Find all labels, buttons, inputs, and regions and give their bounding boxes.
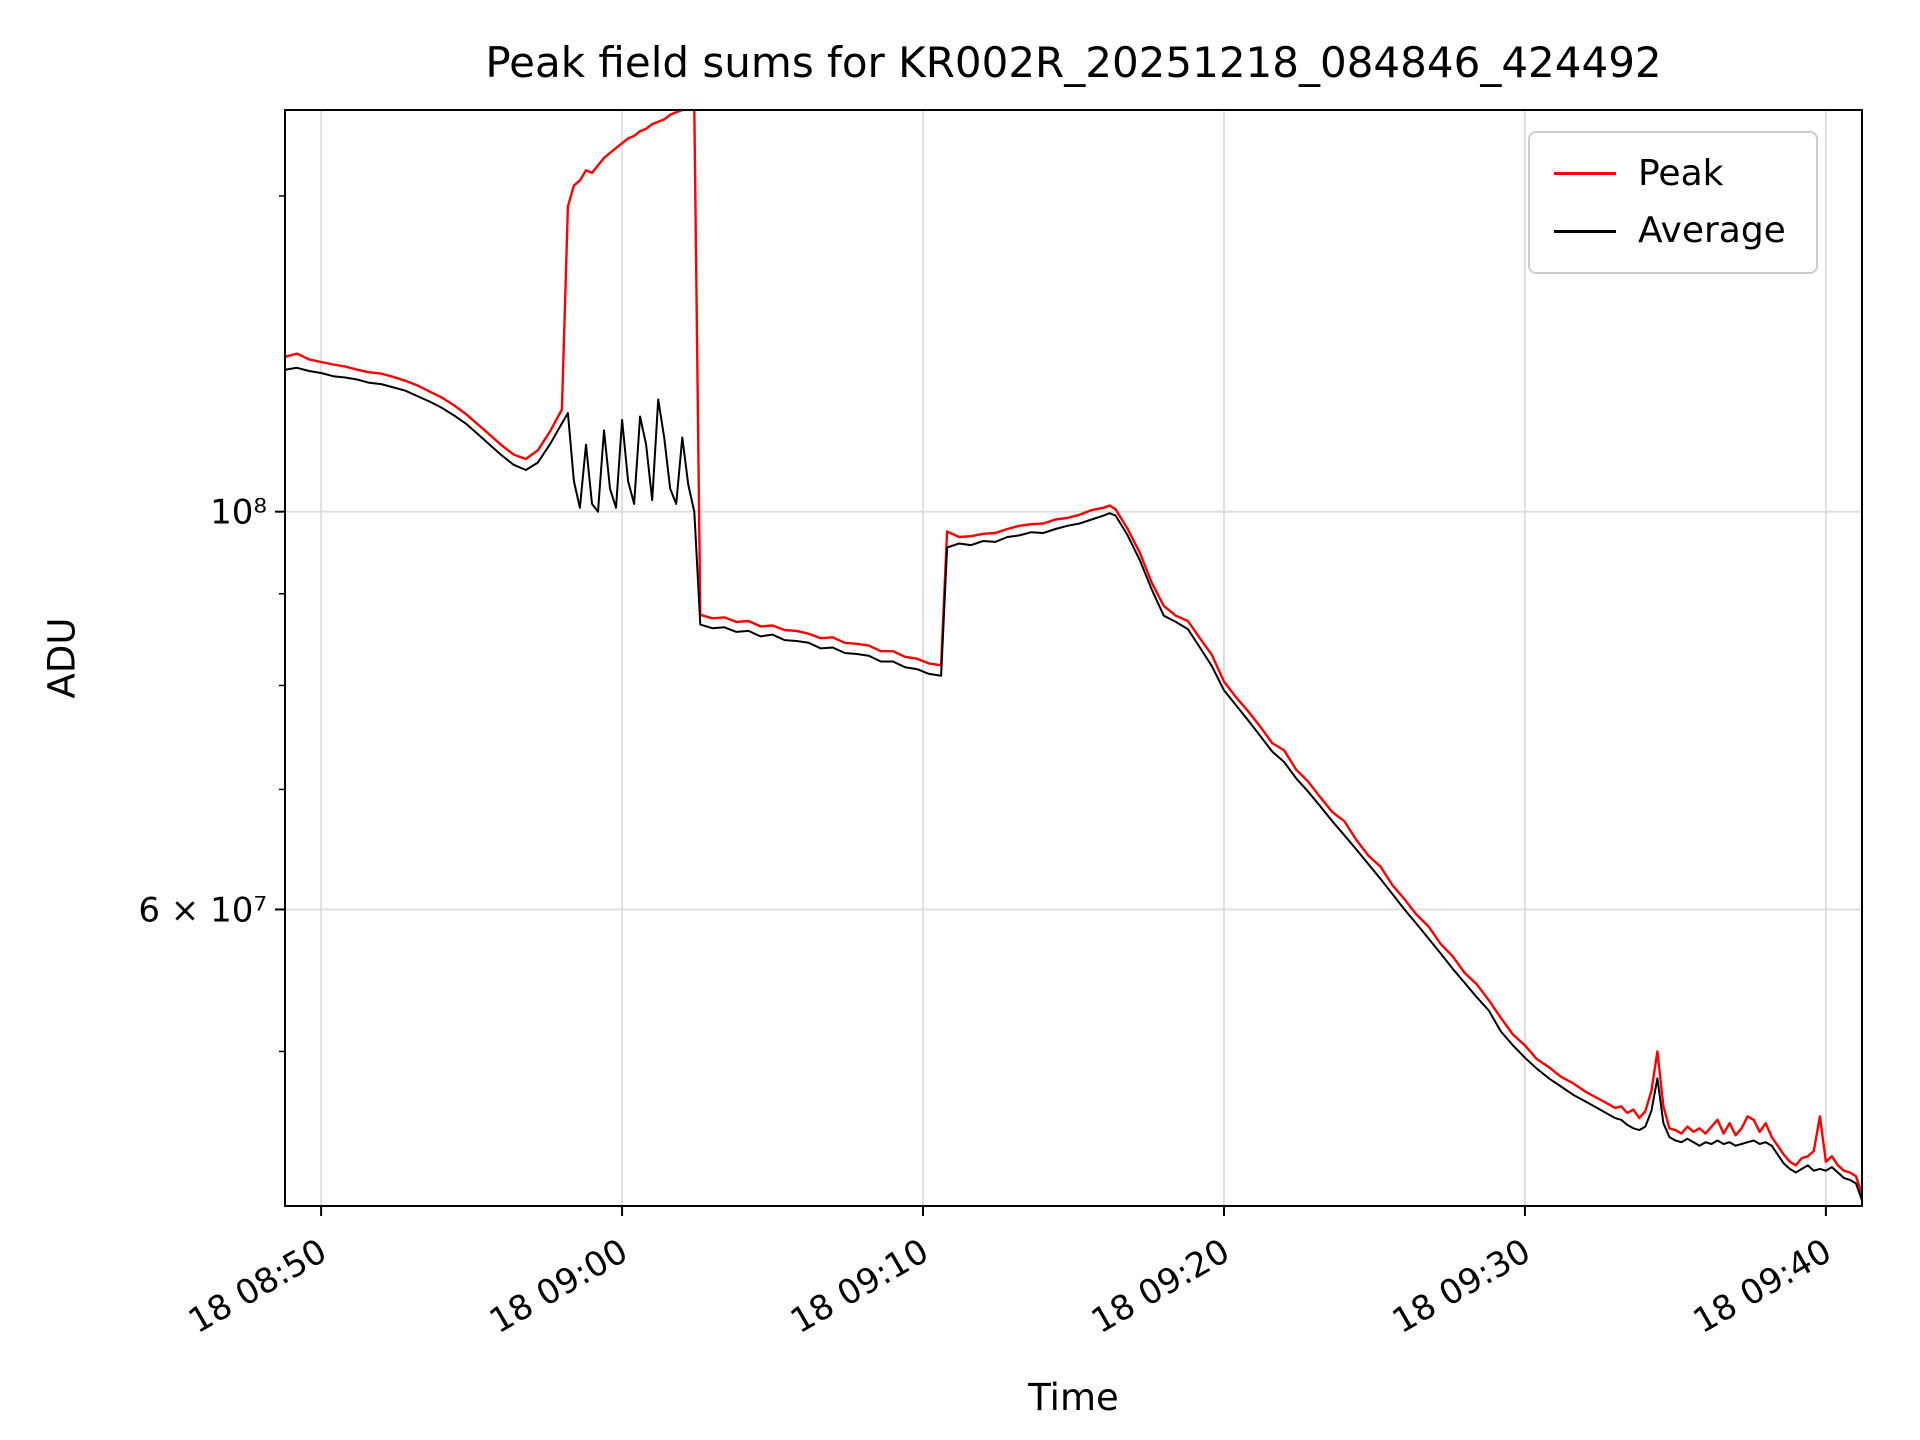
svg-text:6 × 10⁷: 6 × 10⁷ — [138, 890, 267, 930]
legend: Peak Average — [1528, 131, 1818, 274]
series-lines — [285, 110, 1862, 1201]
svg-text:18 09:30: 18 09:30 — [1386, 1231, 1538, 1342]
y-axis-label: ADU — [40, 617, 84, 699]
chart-title: Peak field sums for KR002R_20251218_0848… — [485, 38, 1662, 87]
svg-text:10⁸: 10⁸ — [210, 493, 267, 533]
peak-line-sample-icon — [1554, 172, 1616, 176]
legend-label-peak: Peak — [1638, 153, 1724, 194]
axis-ticks — [275, 195, 1827, 1216]
series-line-average — [285, 366, 1862, 1201]
axes-spines — [284, 109, 1863, 1207]
svg-text:18 09:40: 18 09:40 — [1687, 1231, 1839, 1342]
svg-text:18 09:20: 18 09:20 — [1085, 1231, 1237, 1342]
svg-text:18 08:50: 18 08:50 — [182, 1231, 334, 1342]
svg-text:18 09:00: 18 09:00 — [483, 1231, 635, 1342]
plot-background — [285, 110, 1862, 1206]
average-line-sample-icon — [1554, 229, 1616, 233]
grid — [285, 110, 1862, 1206]
legend-entry-average: Average — [1554, 210, 1786, 251]
series-line-peak — [285, 110, 1862, 1196]
legend-label-average: Average — [1638, 210, 1786, 252]
x-axis-label: Time — [1028, 1376, 1119, 1419]
svg-text:18 09:10: 18 09:10 — [784, 1231, 936, 1342]
legend-entry-peak: Peak — [1554, 153, 1786, 194]
